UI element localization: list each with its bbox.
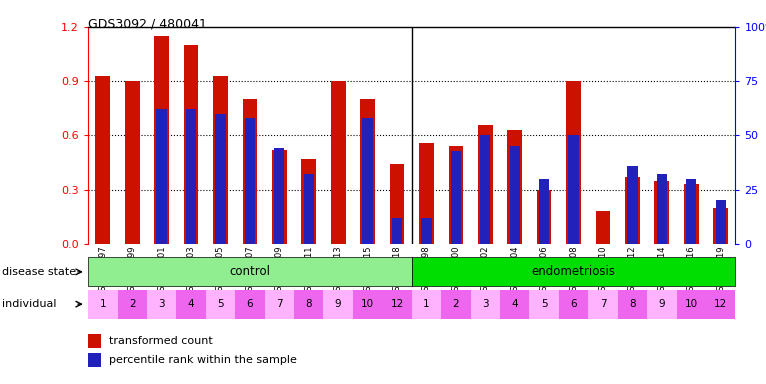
Bar — [656, 174, 667, 244]
Bar — [686, 179, 696, 244]
Text: transformed count: transformed count — [110, 336, 213, 346]
Bar — [509, 146, 520, 244]
Bar — [684, 184, 699, 244]
Bar — [88, 353, 101, 367]
Bar — [235, 290, 264, 319]
Bar — [450, 151, 461, 244]
Bar — [654, 180, 669, 244]
Bar — [382, 290, 412, 319]
Bar — [559, 290, 588, 319]
Text: 1: 1 — [423, 299, 430, 310]
Bar — [647, 290, 676, 319]
Bar — [529, 290, 559, 319]
Text: 7: 7 — [600, 299, 606, 310]
Bar — [294, 290, 323, 319]
Text: 6: 6 — [247, 299, 254, 310]
Text: 2: 2 — [129, 299, 136, 310]
Bar — [676, 290, 706, 319]
Text: endometriosis: endometriosis — [532, 265, 616, 278]
Text: individual: individual — [2, 299, 56, 309]
Bar — [419, 142, 434, 244]
Text: 3: 3 — [482, 299, 489, 310]
Bar — [715, 200, 726, 244]
Bar — [264, 290, 294, 319]
Text: 12: 12 — [714, 299, 727, 310]
Bar — [706, 290, 735, 319]
Bar — [500, 290, 529, 319]
Text: 8: 8 — [629, 299, 636, 310]
Text: control: control — [229, 265, 270, 278]
Text: 10: 10 — [685, 299, 698, 310]
Bar — [331, 81, 345, 244]
Bar — [617, 290, 647, 319]
Bar — [88, 290, 117, 319]
Text: 2: 2 — [453, 299, 459, 310]
Bar — [186, 109, 196, 244]
Bar — [301, 159, 316, 244]
Bar — [568, 136, 578, 244]
Text: 6: 6 — [570, 299, 577, 310]
Bar — [441, 290, 470, 319]
Bar — [215, 114, 226, 244]
Bar — [88, 257, 412, 286]
Text: 5: 5 — [541, 299, 548, 310]
Text: 3: 3 — [159, 299, 165, 310]
Bar — [117, 290, 147, 319]
Text: 1: 1 — [100, 299, 106, 310]
Bar — [596, 211, 611, 244]
Text: 4: 4 — [512, 299, 518, 310]
Bar — [176, 290, 206, 319]
Text: 7: 7 — [276, 299, 283, 310]
Bar — [478, 124, 493, 244]
Bar — [588, 290, 617, 319]
Bar — [713, 208, 728, 244]
Bar — [627, 166, 637, 244]
Bar — [480, 136, 490, 244]
Bar — [539, 179, 549, 244]
Bar — [449, 146, 463, 244]
Bar — [421, 218, 431, 244]
Bar — [184, 45, 198, 244]
Bar — [274, 148, 284, 244]
Text: 10: 10 — [361, 299, 374, 310]
Bar — [125, 81, 139, 244]
Text: percentile rank within the sample: percentile rank within the sample — [110, 355, 297, 365]
Text: 4: 4 — [188, 299, 195, 310]
Bar — [537, 190, 552, 244]
Bar — [243, 99, 257, 244]
Bar — [360, 99, 375, 244]
Text: 9: 9 — [335, 299, 342, 310]
Bar — [96, 76, 110, 244]
Bar — [353, 290, 382, 319]
Text: 9: 9 — [659, 299, 665, 310]
Bar — [245, 118, 255, 244]
Bar — [154, 36, 169, 244]
Bar — [206, 290, 235, 319]
Bar — [303, 174, 314, 244]
Bar — [272, 150, 286, 244]
Bar — [147, 290, 176, 319]
Text: GDS3092 / 480041: GDS3092 / 480041 — [88, 17, 207, 30]
Bar — [88, 334, 101, 348]
Bar — [566, 81, 581, 244]
Text: 5: 5 — [218, 299, 224, 310]
Bar — [470, 290, 500, 319]
Text: 12: 12 — [391, 299, 404, 310]
Bar — [412, 257, 735, 286]
Bar — [507, 130, 522, 244]
Text: disease state: disease state — [2, 267, 76, 277]
Bar — [323, 290, 353, 319]
Bar — [625, 177, 640, 244]
Bar — [392, 218, 402, 244]
Bar — [156, 109, 167, 244]
Text: 8: 8 — [306, 299, 312, 310]
Bar — [390, 164, 404, 244]
Bar — [213, 76, 228, 244]
Bar — [362, 118, 373, 244]
Bar — [412, 290, 441, 319]
